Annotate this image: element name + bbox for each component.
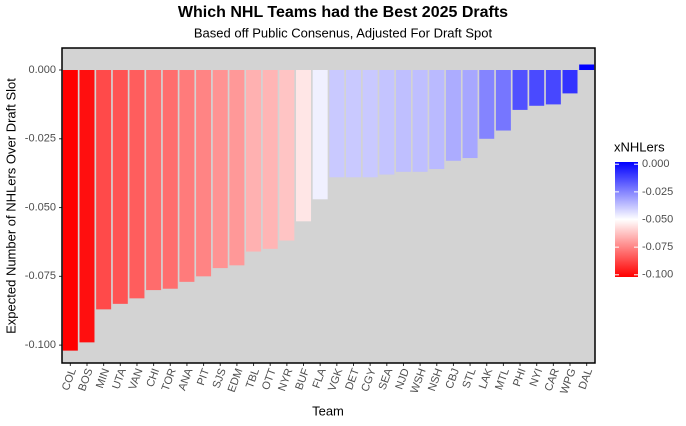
x-tick-label: CBJ (444, 367, 462, 391)
bar (445, 70, 461, 161)
x-tick-label: BOS (76, 367, 95, 393)
bar (312, 70, 328, 200)
bar (79, 70, 95, 343)
x-tick-label: EDM (226, 367, 246, 394)
bar (112, 70, 128, 304)
y-tick-label: -0.025 (25, 133, 56, 145)
legend-tick-label: 0.000 (642, 158, 670, 170)
x-tick-label: DAL (577, 367, 596, 391)
x-tick-label: ANA (176, 366, 195, 392)
y-tick-label: -0.075 (25, 270, 56, 282)
x-tick-label: SEA (377, 366, 396, 391)
y-tick-label: 0.000 (28, 64, 56, 76)
bar (462, 70, 478, 159)
bar (529, 70, 545, 106)
bar (246, 70, 262, 252)
y-axis-title: Expected Number of NHLers Over Draft Slo… (3, 78, 18, 334)
x-tick-label: PHI (511, 367, 529, 388)
bar (545, 70, 561, 105)
x-tick-label: CGY (359, 366, 379, 393)
bar (146, 70, 162, 291)
legend-colorbar (615, 162, 638, 277)
bar (362, 70, 378, 178)
bar (212, 70, 228, 269)
bar (412, 70, 428, 172)
bar (279, 70, 295, 241)
bar (96, 70, 112, 310)
bar (429, 70, 445, 170)
bar (345, 70, 361, 178)
x-tick-label: MTL (493, 367, 512, 392)
legend-tick-label: -0.100 (642, 269, 673, 281)
x-tick-label: VAN (127, 367, 146, 392)
x-tick-label: NYR (276, 367, 295, 393)
bar (162, 70, 178, 289)
bar (495, 70, 511, 131)
bar (395, 70, 411, 172)
legend-tick-label: -0.075 (642, 241, 673, 253)
y-tick-label: -0.050 (25, 201, 56, 213)
bar (579, 64, 595, 71)
bar (196, 70, 212, 277)
bar (512, 70, 528, 110)
chart-subtitle: Based off Public Consenus, Adjusted For … (194, 25, 493, 40)
bar (129, 70, 145, 299)
x-axis-title: Team (312, 403, 344, 418)
x-tick-label: VGK (326, 366, 345, 393)
bar (179, 70, 195, 282)
bar (296, 70, 312, 222)
x-tick-label: NSH (426, 367, 445, 393)
bar (262, 70, 278, 249)
chart-title: Which NHL Teams had the Best 2025 Drafts (178, 4, 508, 21)
x-tick-label: BUF (293, 367, 312, 392)
bar (479, 70, 495, 139)
bar (329, 70, 345, 178)
legend-title: xNHLers (614, 139, 665, 154)
bar (379, 70, 395, 175)
plot-border (61, 47, 596, 364)
bar (229, 70, 245, 266)
bar (62, 70, 78, 351)
bar (562, 70, 578, 94)
x-tick-label: PIT (195, 367, 212, 387)
legend-tick-label: -0.050 (642, 213, 673, 225)
x-tick-label: NYI (528, 367, 546, 388)
y-tick-label: -0.100 (25, 339, 56, 351)
x-tick-label: CHI (144, 367, 162, 389)
legend-tick-label: -0.025 (642, 186, 673, 198)
